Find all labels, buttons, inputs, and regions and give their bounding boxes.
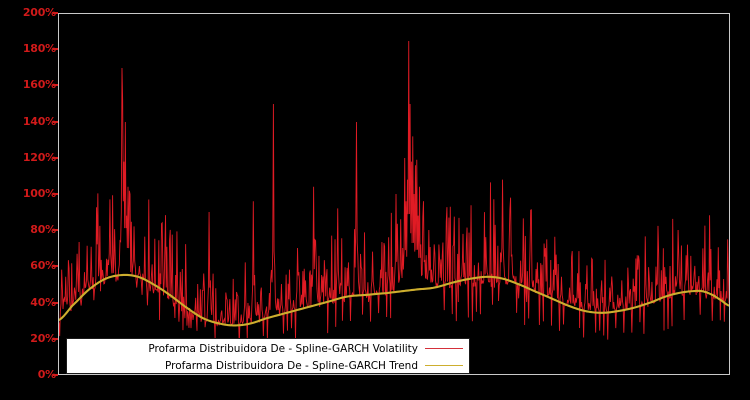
y-axis-tick-mark	[53, 337, 58, 340]
legend-swatch-trend	[425, 365, 463, 366]
legend-row-volatility: Profarma Distribuidora De - Spline-GARCH…	[67, 340, 469, 357]
y-axis-tick-mark	[53, 301, 58, 304]
y-axis-tick-label: 180%	[22, 42, 56, 56]
y-axis-tick-mark	[53, 265, 58, 268]
y-axis-tick-label: 140%	[22, 114, 56, 128]
y-axis-tick-label: 120%	[22, 150, 56, 164]
volatility-series	[59, 40, 729, 346]
y-axis-tick-mark	[53, 12, 58, 14]
series-canvas	[59, 40, 729, 346]
y-axis-tick-mark	[53, 193, 58, 195]
y-axis-tick-label: 20%	[30, 331, 56, 345]
legend-label-volatility: Profarma Distribuidora De - Spline-GARCH…	[148, 342, 418, 355]
trend-series	[59, 273, 729, 327]
y-axis-tick-mark	[53, 229, 58, 232]
legend-label-trend: Profarma Distribuidora De - Spline-GARCH…	[164, 359, 418, 372]
plot-area	[58, 13, 730, 375]
y-axis-tick-mark	[53, 374, 58, 376]
y-axis-tick-mark	[53, 48, 58, 51]
legend: Profarma Distribuidora De - Spline-GARCH…	[66, 338, 470, 374]
y-axis-tick-label: 100%	[22, 187, 56, 200]
y-axis-tick-mark	[53, 156, 58, 159]
y-axis-tick-mark	[53, 120, 58, 123]
y-axis-tick-label: 60%	[30, 259, 56, 273]
y-axis-tick-label: 160%	[22, 78, 56, 92]
y-axis-tick-label: 40%	[30, 295, 56, 309]
y-axis-tick-label: 0%	[37, 368, 56, 381]
legend-row-trend: Profarma Distribuidora De - Spline-GARCH…	[67, 357, 469, 374]
y-axis-tick-mark	[53, 84, 58, 87]
legend-swatch-volatility	[425, 348, 463, 349]
y-axis-tick-label: 200%	[22, 6, 56, 19]
y-axis-tick-label: 80%	[30, 223, 56, 237]
